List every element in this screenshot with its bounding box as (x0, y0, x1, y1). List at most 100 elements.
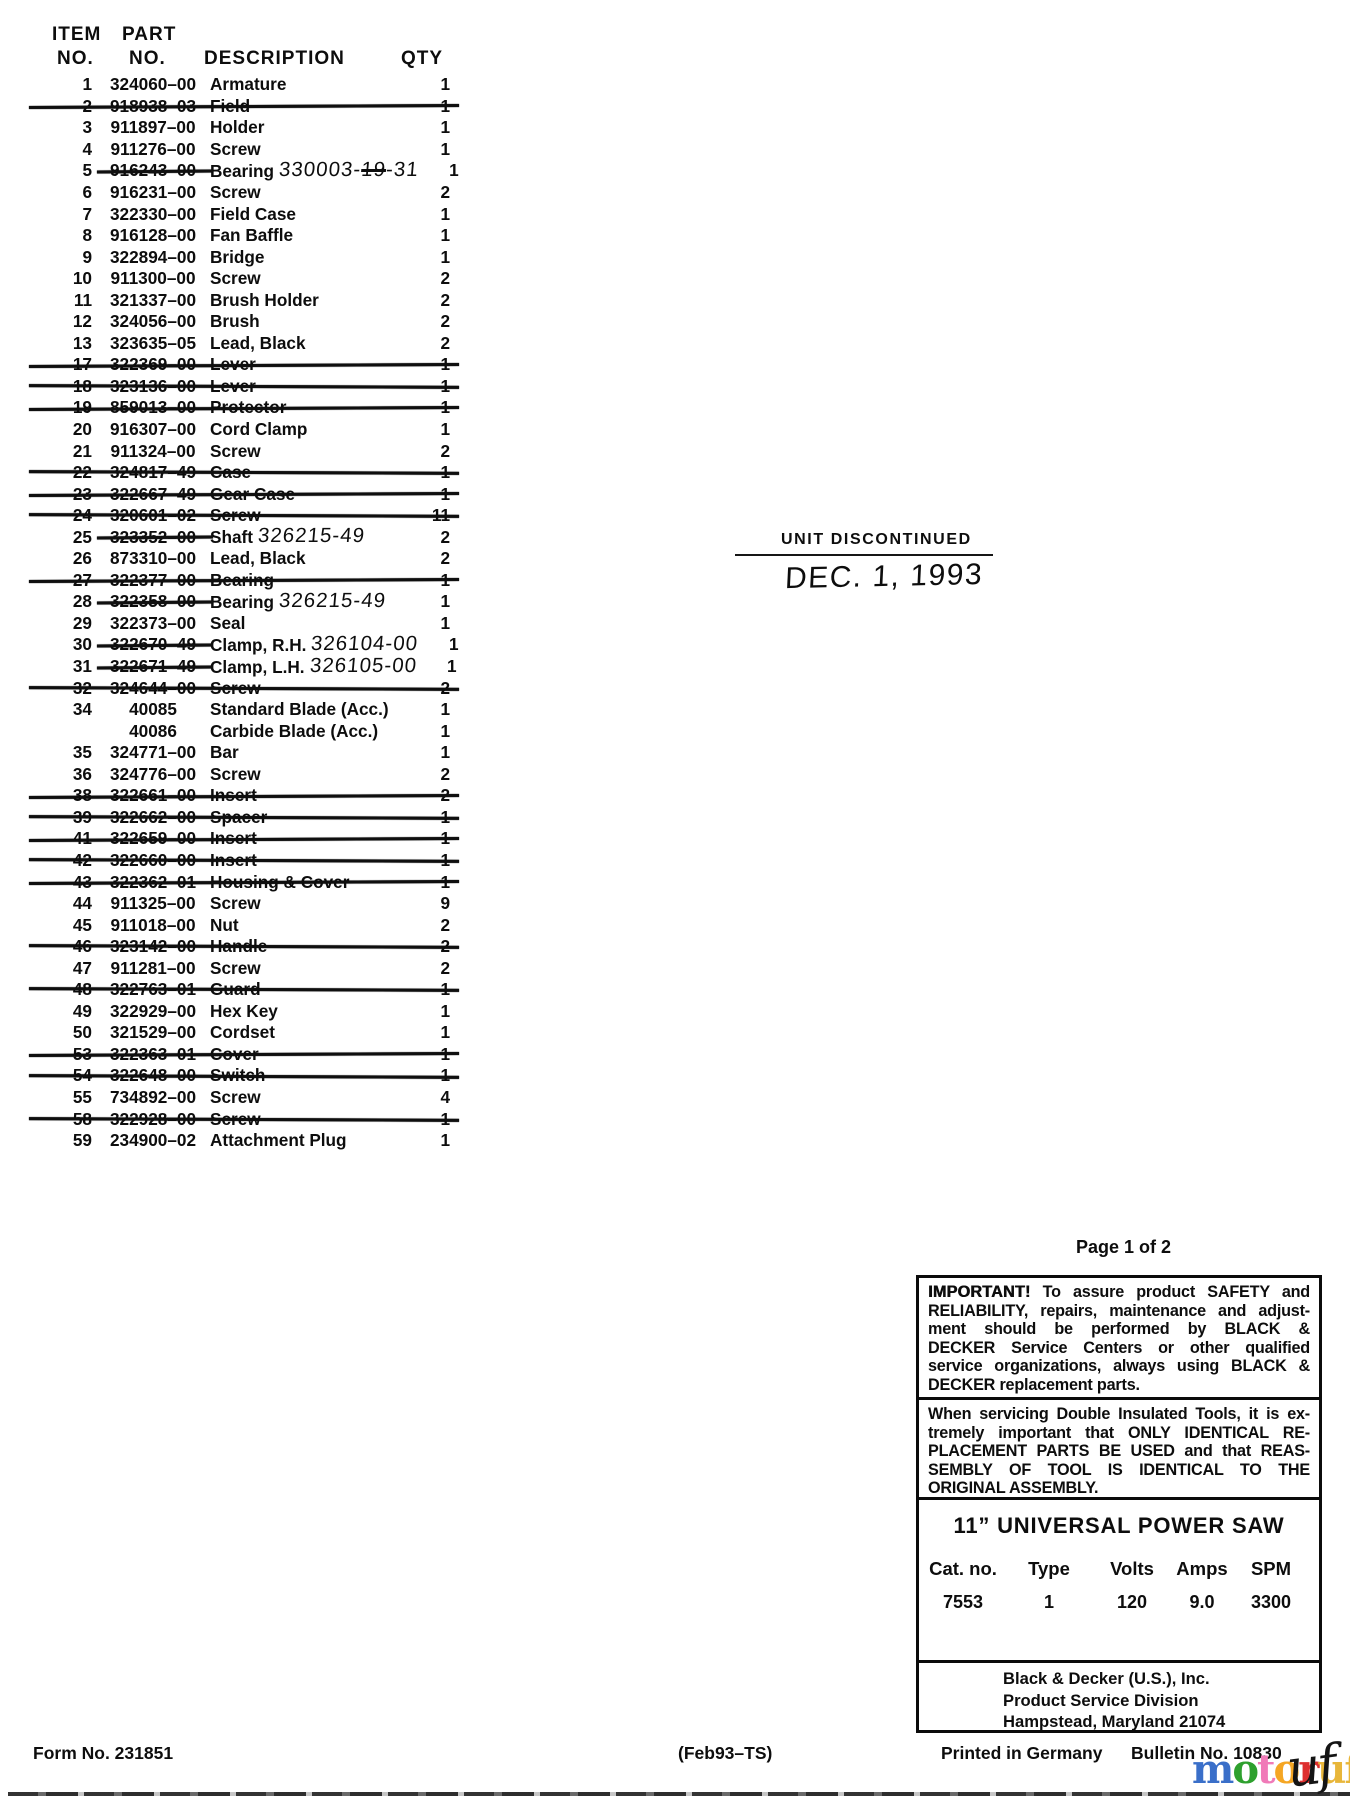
handwritten-date: DEC. 1, 1993 (784, 557, 984, 596)
part-no-cell: 320601–02 (109, 505, 197, 526)
important-title: IMPORTANT! (928, 1283, 1031, 1301)
table-row: 18 323136–00 Lever 1 (40, 376, 450, 398)
description-cell: Nut (210, 915, 410, 936)
description-cell: Handle (210, 936, 410, 957)
item-no-cell: 41 (72, 828, 92, 849)
part-no-cell: 323352–00 (106, 527, 200, 548)
part-no-cell: 324771–00 (109, 742, 197, 763)
qty-cell: 2 (440, 957, 450, 978)
item-no-cell: 26 (72, 548, 92, 569)
description-text: Case (210, 462, 252, 483)
qty-cell: 1 (440, 462, 450, 483)
description-text: Bearing (210, 569, 274, 590)
table-row: 53 322363–01 Cover 1 (40, 1044, 450, 1066)
description-text: Insert (210, 785, 257, 806)
part-no-cell: 911300–00 (110, 268, 196, 289)
item-no-cell: 22 (72, 462, 92, 483)
description-text: Nut (210, 914, 239, 935)
part-no-cell: 324776–00 (109, 763, 197, 784)
table-row: 13 323635–05 Lead, Black 2 (40, 333, 450, 355)
description-cell: Screw (210, 441, 410, 462)
table-row: 20 916307–00 Cord Clamp 1 (40, 419, 450, 441)
description-text: Standard Blade (Acc.) (210, 699, 389, 720)
note-line: IMPORTANT! To assure product SAFETY and (928, 1283, 1310, 1302)
note-text: To assure product SAFETY and (1042, 1283, 1311, 1301)
part-no-cell: 323635–05 (109, 332, 197, 353)
description-cell: Bridge (210, 247, 410, 268)
qty-cell: 1 (440, 354, 450, 375)
watermark-letter: o (1273, 1746, 1301, 1793)
qty-cell: 1 (440, 1065, 450, 1086)
description-cell: Clamp, R.H. 326104-00 (210, 632, 420, 657)
part-no-cell: 321529–00 (109, 1022, 197, 1043)
description-cell: Bearing 326215-49 (210, 589, 410, 614)
note-line: RELIABILITY, repairs, maintenance and ad… (928, 1301, 1310, 1320)
table-row: 42 322660–00 Insert 1 (40, 850, 450, 872)
description-cell: Lead, Black (210, 548, 410, 569)
description-text: Screw (210, 138, 261, 159)
item-no-cell: 10 (72, 268, 92, 289)
description-text: Seal (210, 612, 246, 633)
part-no-cell: 918938–03 (109, 95, 197, 116)
description-cell: Screw (210, 678, 410, 699)
note-line: DECKER replacement parts. (928, 1375, 1140, 1394)
item-no-cell: 2 (82, 95, 92, 116)
description-text: Fan Baffle (210, 225, 294, 246)
item-no-cell: 27 (72, 569, 92, 590)
part-no-cell: 40086 (129, 720, 177, 741)
description-cell: Standard Blade (Acc.) (210, 699, 410, 720)
item-no-cell: 44 (72, 893, 92, 914)
item-no-cell: 5 (82, 160, 92, 181)
part-no-cell: 916128–00 (109, 225, 197, 246)
item-no-cell: 19 (72, 397, 92, 418)
spec-header-amps: Amps (1176, 1558, 1228, 1579)
description-cell: Brush Holder (210, 290, 410, 311)
description-cell: Screw (210, 139, 410, 160)
qty-cell: 4 (440, 1086, 450, 1107)
qty-cell: 1 (440, 699, 450, 720)
qty-cell: 2 (440, 914, 450, 935)
part-no-cell: 40085 (129, 699, 177, 720)
part-no-cell: 322369–00 (109, 354, 197, 375)
description-text: Lead, Black (210, 548, 306, 569)
description-text: Screw (210, 677, 261, 698)
handwritten-part-no: 326105-00 (308, 653, 418, 677)
table-row: 32 324644–00 Screw 2 (40, 677, 450, 699)
watermark-logo: motoruf.de uf (1192, 1734, 1350, 1799)
item-no-cell: 18 (72, 375, 92, 396)
description-text: Switch (210, 1065, 266, 1086)
description-text: Screw (210, 182, 261, 202)
note-line: When servicing Double Insulated Tools, i… (928, 1405, 1310, 1423)
spec-header-catno: Cat. no. (929, 1558, 997, 1579)
description-text: Screw (210, 268, 261, 289)
item-no-cell: 17 (72, 354, 92, 375)
table-row: 58 322928–00 Screw 1 (40, 1108, 450, 1130)
notice-box-stack: IMPORTANT! To assure product SAFETY and … (916, 1275, 1322, 1733)
qty-cell: 1 (447, 656, 457, 677)
parts-table: 1 324060–00 Armature 1 2 918938–03 Field… (40, 74, 459, 1151)
part-no-cell: 324056–00 (109, 311, 197, 332)
item-no-cell: 38 (72, 785, 92, 806)
qty-cell: 1 (440, 720, 450, 741)
unit-discontinued-stamp: UNIT DISCONTINUED DEC. 1, 1993 (735, 531, 993, 596)
description-text: Armature (210, 74, 287, 95)
table-row: 9 322894–00 Bridge 1 (40, 246, 450, 268)
item-no-cell: 34 (72, 699, 92, 720)
table-row: 30 322670–49 Clamp, R.H. 326104-00 1 (40, 632, 459, 657)
table-row: 2 918938–03 Field 1 (40, 96, 450, 118)
table-row: 28 322358–00 Bearing 326215-49 1 (40, 589, 450, 614)
description-cell: Hex Key (210, 1001, 410, 1022)
description-text: Screw (210, 957, 261, 978)
handwritten-struck-segment: 19 (360, 157, 388, 181)
part-no-cell: 322660–00 (109, 849, 197, 870)
description-text: Screw (210, 763, 261, 784)
part-no-cell: 322894–00 (109, 246, 197, 267)
part-no-cell: 916243–00 (106, 160, 200, 181)
item-no-cell: 55 (72, 1086, 92, 1107)
qty-cell: 1 (440, 375, 450, 396)
spec-value-catno: 7553 (942, 1592, 984, 1612)
item-no-cell: 13 (72, 332, 92, 353)
handwritten-annotation: 330003-19-31 (278, 158, 420, 182)
description-cell: Switch (210, 1065, 410, 1086)
table-row: 39 322662–00 Spacer 1 (40, 807, 450, 829)
